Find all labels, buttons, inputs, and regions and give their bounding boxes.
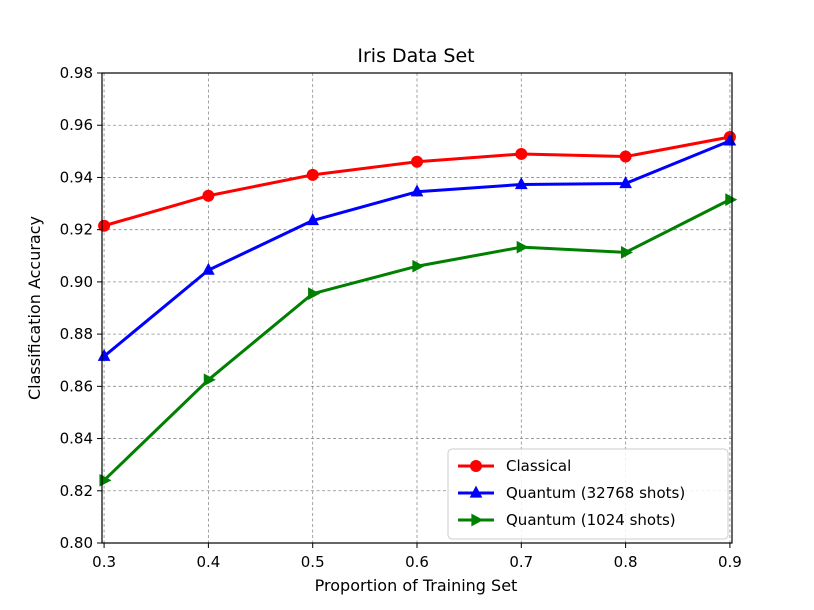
legend-label: Quantum (32768 shots) [506, 484, 685, 502]
data-point [411, 155, 423, 168]
data-point [202, 189, 215, 202]
y-tick-label: 0.88 [60, 325, 93, 343]
legend-label: Classical [506, 457, 571, 475]
legend-marker [469, 485, 483, 498]
data-point [515, 147, 528, 160]
legend-marker [471, 513, 484, 527]
data-point [620, 246, 634, 259]
legend-marker [470, 460, 482, 472]
legend: Classical Quantum (32768 shots) Quantum (1… [447, 448, 729, 540]
data-point [410, 184, 424, 197]
y-tick-label: 0.92 [60, 221, 93, 239]
chart-title: Iris Data Set [357, 45, 474, 67]
legend-item: Classical [458, 457, 571, 475]
data-point [98, 219, 111, 232]
data-point [203, 373, 216, 387]
x-tick-label: 0.5 [301, 553, 325, 571]
legend-box [447, 448, 729, 540]
series-layer [97, 130, 738, 487]
y-axis-label: Classification Accuracy [25, 216, 44, 400]
legend-item: Quantum (32768 shots) [458, 484, 685, 502]
y-tick-label: 0.98 [60, 64, 93, 82]
data-point [516, 240, 529, 254]
data-point [412, 259, 425, 273]
series-1 [98, 130, 736, 232]
data-point [725, 193, 738, 206]
data-point [619, 176, 632, 189]
x-tick-label: 0.4 [196, 553, 220, 571]
data-point [308, 287, 321, 300]
y-tick-label: 0.96 [60, 116, 93, 134]
legend-item: Quantum (1024 shots) [458, 511, 676, 529]
y-tick-label: 0.82 [60, 482, 93, 500]
y-tick-label: 0.80 [60, 534, 93, 552]
data-point [306, 213, 320, 226]
x-tick-label: 0.7 [509, 553, 533, 571]
data-point [306, 168, 319, 181]
data-point [723, 133, 737, 146]
data-point [514, 177, 528, 190]
ticks: 0.80 0.82 0.84 0.86 0.88 0.90 0.92 0.94 0.96 0.98… [60, 64, 742, 571]
y-tick-label: 0.86 [60, 377, 93, 395]
x-axis-label: Proportion of Training Set [315, 576, 518, 595]
series-2 [97, 133, 737, 361]
y-tick-label: 0.84 [60, 430, 93, 448]
x-tick-label: 0.9 [718, 553, 742, 571]
x-tick-label: 0.6 [405, 553, 429, 571]
legend-label: Quantum (1024 shots) [506, 511, 676, 529]
data-point [619, 150, 632, 163]
x-tick-label: 0.8 [614, 553, 638, 571]
series-3 [99, 193, 738, 487]
data-point [97, 348, 111, 361]
data-point [202, 262, 215, 275]
y-tick-label: 0.90 [60, 273, 93, 291]
x-tick-label: 0.3 [92, 553, 116, 571]
y-tick-label: 0.94 [60, 168, 93, 186]
